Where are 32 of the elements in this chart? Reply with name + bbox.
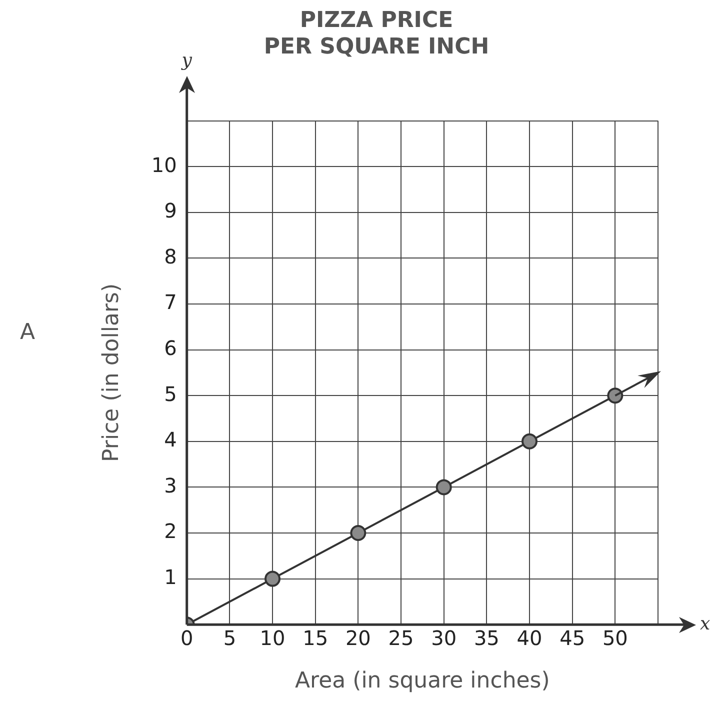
x-tick-label: 45: [560, 626, 586, 650]
x-tick-label: 0: [180, 626, 194, 650]
y-tick-label: 3: [164, 473, 177, 498]
y-tick-label: 5: [164, 382, 177, 406]
point: [436, 479, 452, 496]
x-tick-label: 35: [474, 626, 500, 650]
x-tick-label: 40: [516, 626, 542, 650]
text: A: [20, 320, 36, 345]
y-tick-label: 9: [164, 198, 177, 223]
x-tick-label: 20: [345, 626, 371, 650]
y-tick-label: 4: [164, 428, 177, 452]
x-tick-label: 10: [260, 626, 286, 650]
x-tick-label: 5: [223, 626, 236, 650]
x-axis-title: Area (in square inches): [294, 668, 550, 694]
x-tick-label: 25: [388, 626, 414, 650]
x-tick-label: 15: [302, 626, 328, 650]
y-axis-title: Price (in dollars): [98, 283, 124, 462]
point: [264, 570, 281, 587]
y-tick-label: 2: [164, 519, 177, 544]
x-tick-label: 30: [431, 626, 457, 650]
text: x: [700, 613, 710, 634]
x-tick-label: 50: [602, 626, 628, 650]
point: [522, 433, 538, 450]
text: y: [180, 50, 193, 71]
y-tick-label: 7: [164, 290, 177, 314]
y-tick-label: 6: [164, 336, 177, 360]
chart-title: PIZZA PRICE PER SQUARE INCH: [264, 8, 490, 60]
y-tick-label: 10: [151, 152, 177, 177]
point: [607, 388, 624, 404]
y-tick-label: 8: [164, 244, 177, 268]
point: [350, 525, 366, 541]
y-tick-label: 1: [164, 565, 177, 590]
